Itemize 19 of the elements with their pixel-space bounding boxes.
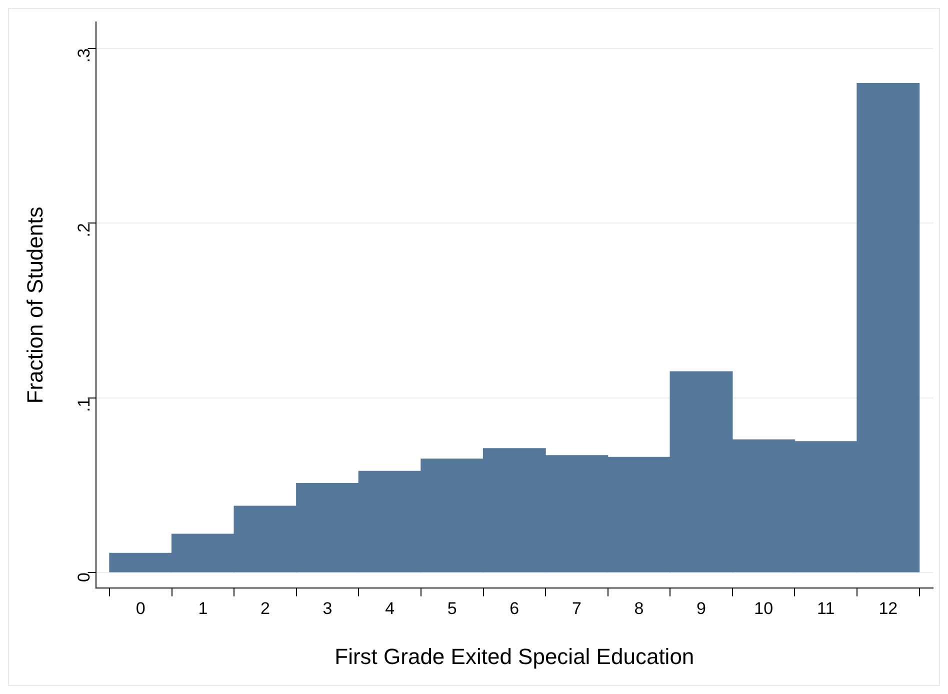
x-tick-label: 1 bbox=[198, 599, 208, 618]
x-tick-label: 0 bbox=[136, 599, 146, 618]
x-tick-label: 12 bbox=[878, 599, 898, 618]
y-axis-title: Fraction of Students bbox=[22, 206, 48, 404]
y-tick-label: .2 bbox=[74, 223, 94, 238]
x-tick-label: 3 bbox=[322, 599, 332, 618]
x-tick-label: 5 bbox=[447, 599, 457, 618]
y-tick-label: .1 bbox=[74, 398, 94, 412]
x-axis-title: First Grade Exited Special Education bbox=[334, 644, 694, 669]
x-tick-label: 7 bbox=[572, 599, 582, 618]
x-tick-label: 2 bbox=[260, 599, 270, 618]
x-tick-label: 8 bbox=[634, 599, 644, 618]
x-tick-label: 6 bbox=[510, 599, 520, 618]
x-tick-label: 11 bbox=[817, 599, 835, 618]
x-tick-label: 4 bbox=[385, 599, 395, 618]
x-tick-label: 10 bbox=[754, 599, 774, 618]
y-tick-label: 0 bbox=[74, 572, 94, 582]
x-tick-label: 9 bbox=[696, 599, 706, 618]
y-tick-label: .3 bbox=[74, 48, 94, 63]
